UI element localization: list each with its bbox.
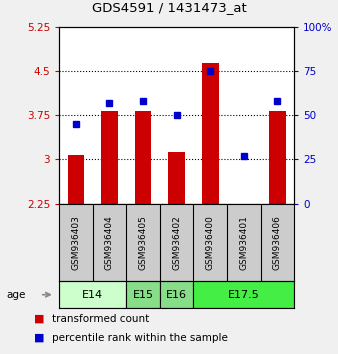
Text: percentile rank within the sample: percentile rank within the sample — [52, 333, 228, 343]
Bar — [269, 111, 286, 204]
Bar — [68, 155, 84, 204]
Text: E15: E15 — [132, 290, 153, 300]
Text: age: age — [7, 290, 26, 300]
Text: GDS4591 / 1431473_at: GDS4591 / 1431473_at — [92, 1, 246, 13]
Text: transformed count: transformed count — [52, 314, 150, 324]
Text: GSM936406: GSM936406 — [273, 215, 282, 270]
Text: GSM936403: GSM936403 — [71, 215, 80, 270]
Bar — [126, 281, 160, 308]
Text: E16: E16 — [166, 290, 187, 300]
Bar — [101, 111, 118, 204]
Text: ■: ■ — [34, 314, 44, 324]
Bar — [168, 152, 185, 204]
Text: E17.5: E17.5 — [228, 290, 260, 300]
Text: E14: E14 — [82, 290, 103, 300]
Text: GSM936401: GSM936401 — [239, 215, 248, 270]
Text: ■: ■ — [34, 333, 44, 343]
Text: GSM936405: GSM936405 — [139, 215, 148, 270]
Bar — [135, 111, 151, 204]
Text: GSM936404: GSM936404 — [105, 215, 114, 270]
Bar — [59, 281, 126, 308]
Bar — [193, 281, 294, 308]
Text: GSM936400: GSM936400 — [206, 215, 215, 270]
Text: GSM936402: GSM936402 — [172, 215, 181, 270]
Bar — [202, 63, 219, 204]
Bar — [160, 281, 193, 308]
